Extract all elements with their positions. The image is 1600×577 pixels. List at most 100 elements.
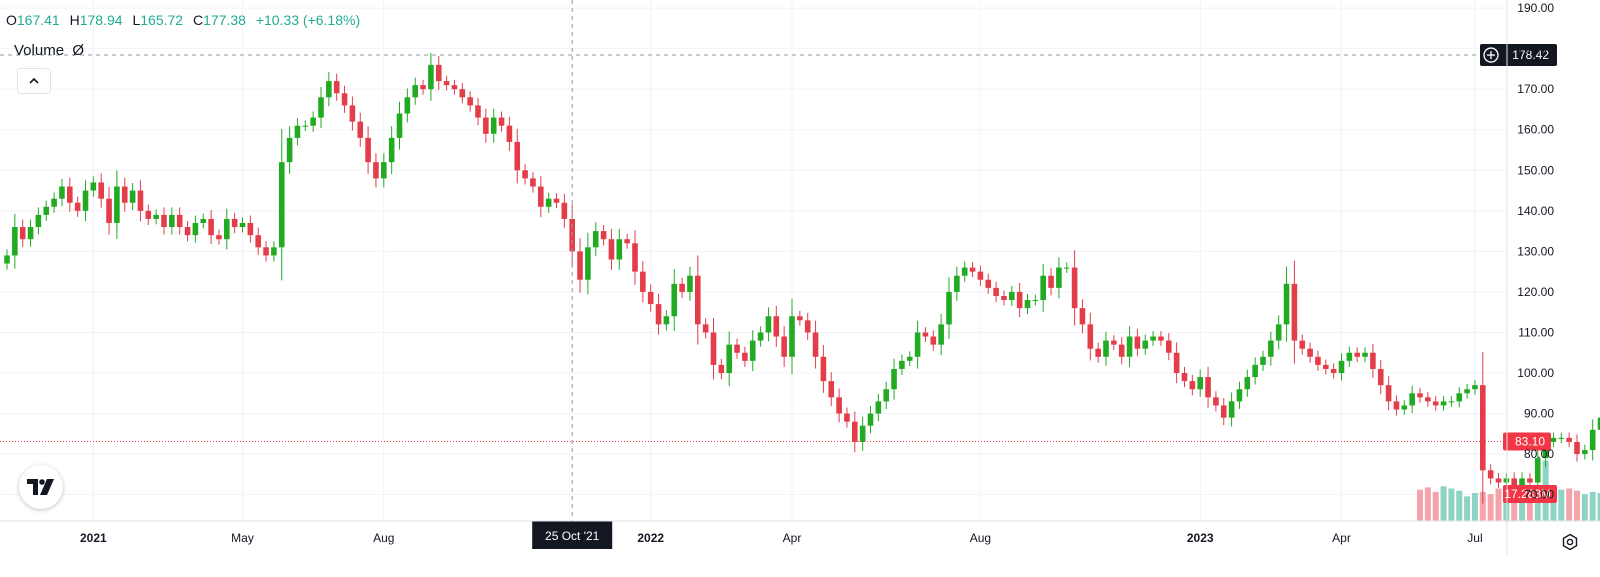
candle-body [828,381,835,398]
candle-body [1440,401,1447,406]
candle-body [899,360,905,369]
volume-bar [1581,494,1588,521]
candle-body [216,235,222,240]
volume-indicator-label[interactable]: Volume Ø [14,42,84,59]
candle-body [859,425,866,442]
candle-body [286,137,293,163]
candle-body [483,117,489,134]
candle-body [1385,385,1392,402]
candle-body [812,332,819,357]
candle-body [922,332,929,337]
candle-body [451,85,458,90]
candle-body [514,141,521,171]
candle-body [985,279,992,288]
candle-body [1166,340,1172,353]
candle-body [663,316,670,325]
candle-body [396,113,403,138]
candle-body [1228,401,1235,418]
candle-body [1558,437,1565,439]
candle-body [938,324,944,345]
candle-body [1134,336,1141,349]
candle-body [318,97,324,118]
candle-body [1299,340,1306,349]
crosshair-price-label: 178.42 [1512,48,1549,62]
y-tick-label: 160.00 [1517,123,1554,137]
candle-body [1597,417,1600,430]
y-tick-label: 70.00 [1524,488,1554,502]
candle-body [443,81,450,86]
candle-body [1001,295,1007,301]
candle-body [365,137,371,163]
candle-body [906,356,913,361]
candle-body [1032,300,1039,302]
candle-body [1425,397,1431,402]
y-tick-label: 140.00 [1517,204,1554,218]
high-value: 178.94 [79,12,123,28]
candle-body [1244,377,1251,390]
candle-body [1275,324,1282,341]
candle-body [734,344,740,353]
tradingview-logo-icon[interactable] [19,465,63,509]
candle-body [1268,340,1274,357]
candle-body [1566,437,1572,442]
candle-body [302,125,309,127]
plus-circle-icon [1483,47,1499,63]
candle-body [169,214,175,228]
candle-body [412,85,418,98]
candle-body [961,267,968,276]
candle-body [930,336,937,345]
candle-body [1338,360,1345,374]
close-label: C [192,12,204,28]
collapse-legend-button[interactable] [17,68,51,94]
candle-body [294,125,301,138]
volume-bar [1534,491,1541,521]
y-tick-label: 120.00 [1517,285,1554,299]
volume-bar [1440,486,1447,521]
candle-body [420,85,426,90]
candle-body [1527,478,1533,483]
candle-body [137,190,144,211]
candle-body [655,304,662,325]
candle-body [1377,368,1384,386]
candle-body [1574,441,1580,455]
candle-body [341,93,348,106]
candle-body [624,239,630,244]
candle-body [19,227,26,240]
chart-settings-button[interactable] [1556,528,1584,556]
volume-bar [1456,490,1463,521]
volume-bar [1526,496,1533,521]
candle-body [592,231,599,248]
candle-body [12,227,18,256]
candle-body [255,235,261,248]
volume-label: Volume [14,42,65,59]
candle-body [1409,393,1415,406]
candle-body [184,227,191,236]
candle-body [1487,470,1494,479]
y-tick-label: 110.00 [1518,325,1554,339]
candle-body [475,105,481,118]
candle-body [1323,364,1329,369]
candle-body [59,186,65,199]
candle-body [891,368,897,390]
candle-body [765,316,772,333]
candle-body [43,206,50,215]
volume-bar [1479,491,1486,521]
candle-body [804,320,811,333]
volume-bar [1464,496,1471,521]
candle-body [797,316,803,321]
candle-body [224,218,230,240]
high-label: H [69,12,80,28]
close-value: 177.38 [203,12,246,28]
candle-body [742,352,748,361]
candle-body [1472,385,1478,390]
last-volume-box [1503,485,1557,503]
chevron-up-icon [29,77,39,84]
candle-body [1534,458,1541,483]
volume-bar [1589,491,1596,521]
volume-bar [1495,488,1502,521]
crosshair-date-label: 25 Oct '21 [545,529,600,543]
x-tick-label: 2021 [80,531,107,545]
candle-body [192,222,199,236]
candle-body [1503,478,1510,483]
